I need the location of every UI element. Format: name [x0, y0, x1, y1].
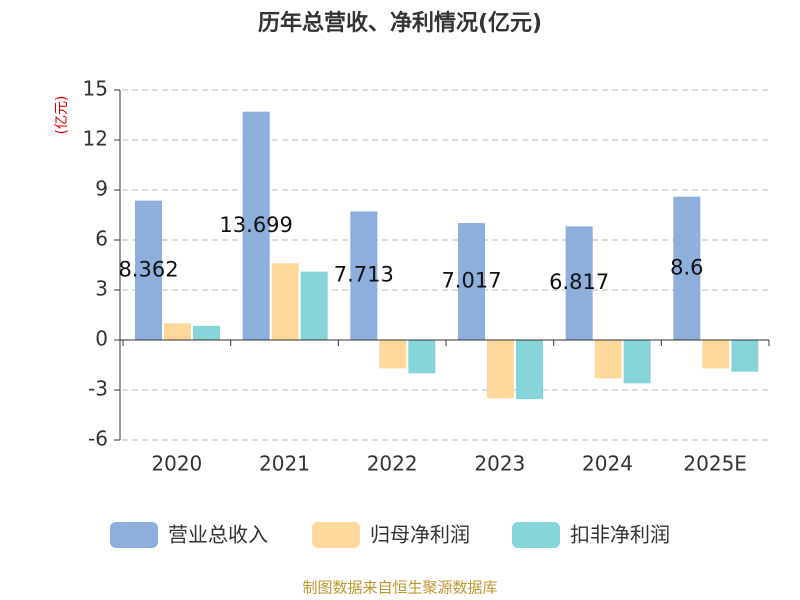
x-tick-label: 2023	[474, 452, 525, 476]
y-tick-label: 3	[95, 277, 108, 301]
y-tick-label: -3	[88, 377, 108, 401]
bar	[673, 196, 701, 340]
x-tick-label: 2020	[151, 452, 202, 476]
chart-title: 历年总营收、净利情况(亿元)	[258, 10, 542, 36]
value-label: 13.699	[219, 213, 292, 237]
y-tick-label: 6	[95, 227, 108, 251]
bar	[300, 271, 328, 340]
x-tick-label: 2025E	[683, 452, 747, 476]
bar	[516, 340, 543, 400]
bar	[594, 340, 622, 379]
bar	[408, 340, 436, 374]
legend-swatch	[512, 522, 560, 548]
y-tick-label: 12	[83, 127, 108, 151]
value-label: 7.713	[334, 263, 394, 287]
x-tick-label: 2022	[367, 452, 418, 476]
bar	[565, 226, 593, 340]
legend-swatch	[312, 522, 360, 548]
value-label: 7.017	[441, 269, 501, 293]
bar	[164, 323, 191, 340]
y-tick-label: 9	[95, 177, 108, 201]
value-label: 6.817	[549, 270, 609, 294]
bar	[193, 325, 220, 340]
y-axis-label: (亿元)	[54, 96, 70, 135]
legend-swatch	[110, 522, 158, 548]
y-tick-label: -6	[88, 427, 108, 451]
bar	[135, 200, 162, 340]
bar	[271, 263, 299, 340]
y-tick-label: 15	[83, 77, 108, 101]
legend-label: 营业总收入	[168, 523, 268, 547]
bar	[242, 111, 270, 340]
value-label: 8.362	[118, 257, 178, 281]
bar	[623, 340, 651, 384]
bar	[350, 211, 378, 340]
value-label: 8.6	[670, 255, 703, 279]
source-note: 制图数据来自恒生聚源数据库	[302, 579, 497, 597]
bar	[702, 340, 730, 369]
bar	[487, 340, 514, 399]
legend-label: 归母净利润	[370, 523, 470, 547]
bar	[458, 223, 485, 340]
x-tick-label: 2024	[582, 452, 633, 476]
y-tick-label: 0	[95, 327, 108, 351]
bar	[731, 340, 759, 372]
bar	[379, 340, 407, 369]
x-tick-label: 2021	[259, 452, 310, 476]
legend-label: 扣非净利润	[570, 523, 670, 547]
